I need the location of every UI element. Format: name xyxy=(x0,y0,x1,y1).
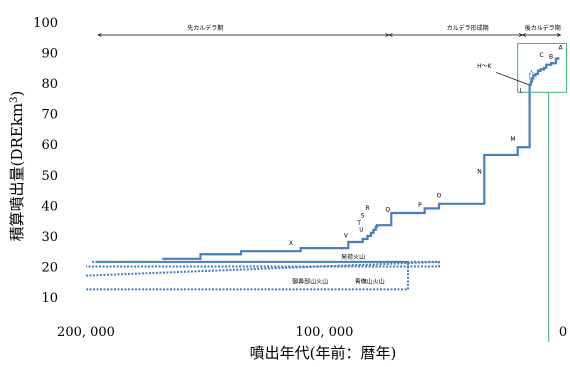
x-axis-title: 噴出年代(年前：暦年) xyxy=(250,344,397,362)
period-label: カルデラ形成期 xyxy=(447,24,489,32)
h-k-leader-line xyxy=(496,72,529,85)
period-label: 後カルデラ期 xyxy=(525,24,561,32)
volcano-label: 御鼻部山火山 xyxy=(292,277,328,285)
eruption-label: O xyxy=(437,193,442,200)
y-axis-title-main: 積算噴出量(DREkm xyxy=(8,103,26,241)
y-tick-label: 100 xyxy=(33,16,58,31)
h-k-dashed-cluster xyxy=(529,69,535,80)
eruption-label: R xyxy=(365,205,369,212)
x-tick-label: 200, 000 xyxy=(57,325,115,340)
eruption-label: X xyxy=(289,240,293,247)
eruption-label: B xyxy=(549,54,553,61)
y-tick-label: 30 xyxy=(41,230,58,245)
eruption-label: H～K xyxy=(477,63,493,70)
y-tick-label: 70 xyxy=(41,108,58,123)
y-tick-label: 10 xyxy=(41,291,58,306)
eruption-label: C xyxy=(539,52,543,59)
y-tick-label: 20 xyxy=(41,260,58,275)
eruption-label: Q xyxy=(385,206,390,213)
y-tick-label: 40 xyxy=(41,199,58,214)
highlight-box xyxy=(517,42,568,93)
eruption-label: V xyxy=(344,232,349,239)
x-tick-label: 0 xyxy=(559,325,567,340)
eruption-label: A xyxy=(559,45,564,52)
step-series xyxy=(162,57,560,260)
x-axis-ticks: 200, 000 100, 000 0 xyxy=(57,325,567,340)
period-arrows: 先カルデラ期 カルデラ形成期 後カルデラ期 xyxy=(98,24,561,35)
y-axis-title: 積算噴出量(DREkm3) xyxy=(8,91,26,242)
eruption-label: L xyxy=(520,87,524,94)
y-tick-label: 60 xyxy=(41,138,58,153)
eruption-label: U xyxy=(359,226,363,233)
dashed-series xyxy=(85,260,440,291)
eruption-label: T xyxy=(356,220,361,227)
volcano-label: 青橅山火山 xyxy=(355,277,385,285)
x-tick-label: 100, 000 xyxy=(296,325,354,340)
highlight-region xyxy=(496,42,568,342)
y-tick-label: 50 xyxy=(41,169,58,184)
step-series-line xyxy=(162,57,560,260)
dashed-box-series xyxy=(86,260,409,291)
volcano-label: 発荷火山 xyxy=(341,253,365,261)
eruption-label: P xyxy=(418,202,422,209)
period-label: 先カルデラ期 xyxy=(187,24,223,32)
y-axis-title-end: ) xyxy=(8,91,26,97)
eruption-label: S xyxy=(361,213,365,220)
y-tick-label: 90 xyxy=(41,47,58,62)
y-tick-label: 80 xyxy=(41,77,58,92)
dashed-wedge-series xyxy=(85,260,440,277)
eruption-label: M xyxy=(510,136,515,143)
y-axis-ticks: 10 20 30 40 50 60 70 80 90 100 xyxy=(33,16,58,306)
eruption-label: N xyxy=(477,168,482,175)
y-axis-title-sup: 3 xyxy=(9,97,20,103)
